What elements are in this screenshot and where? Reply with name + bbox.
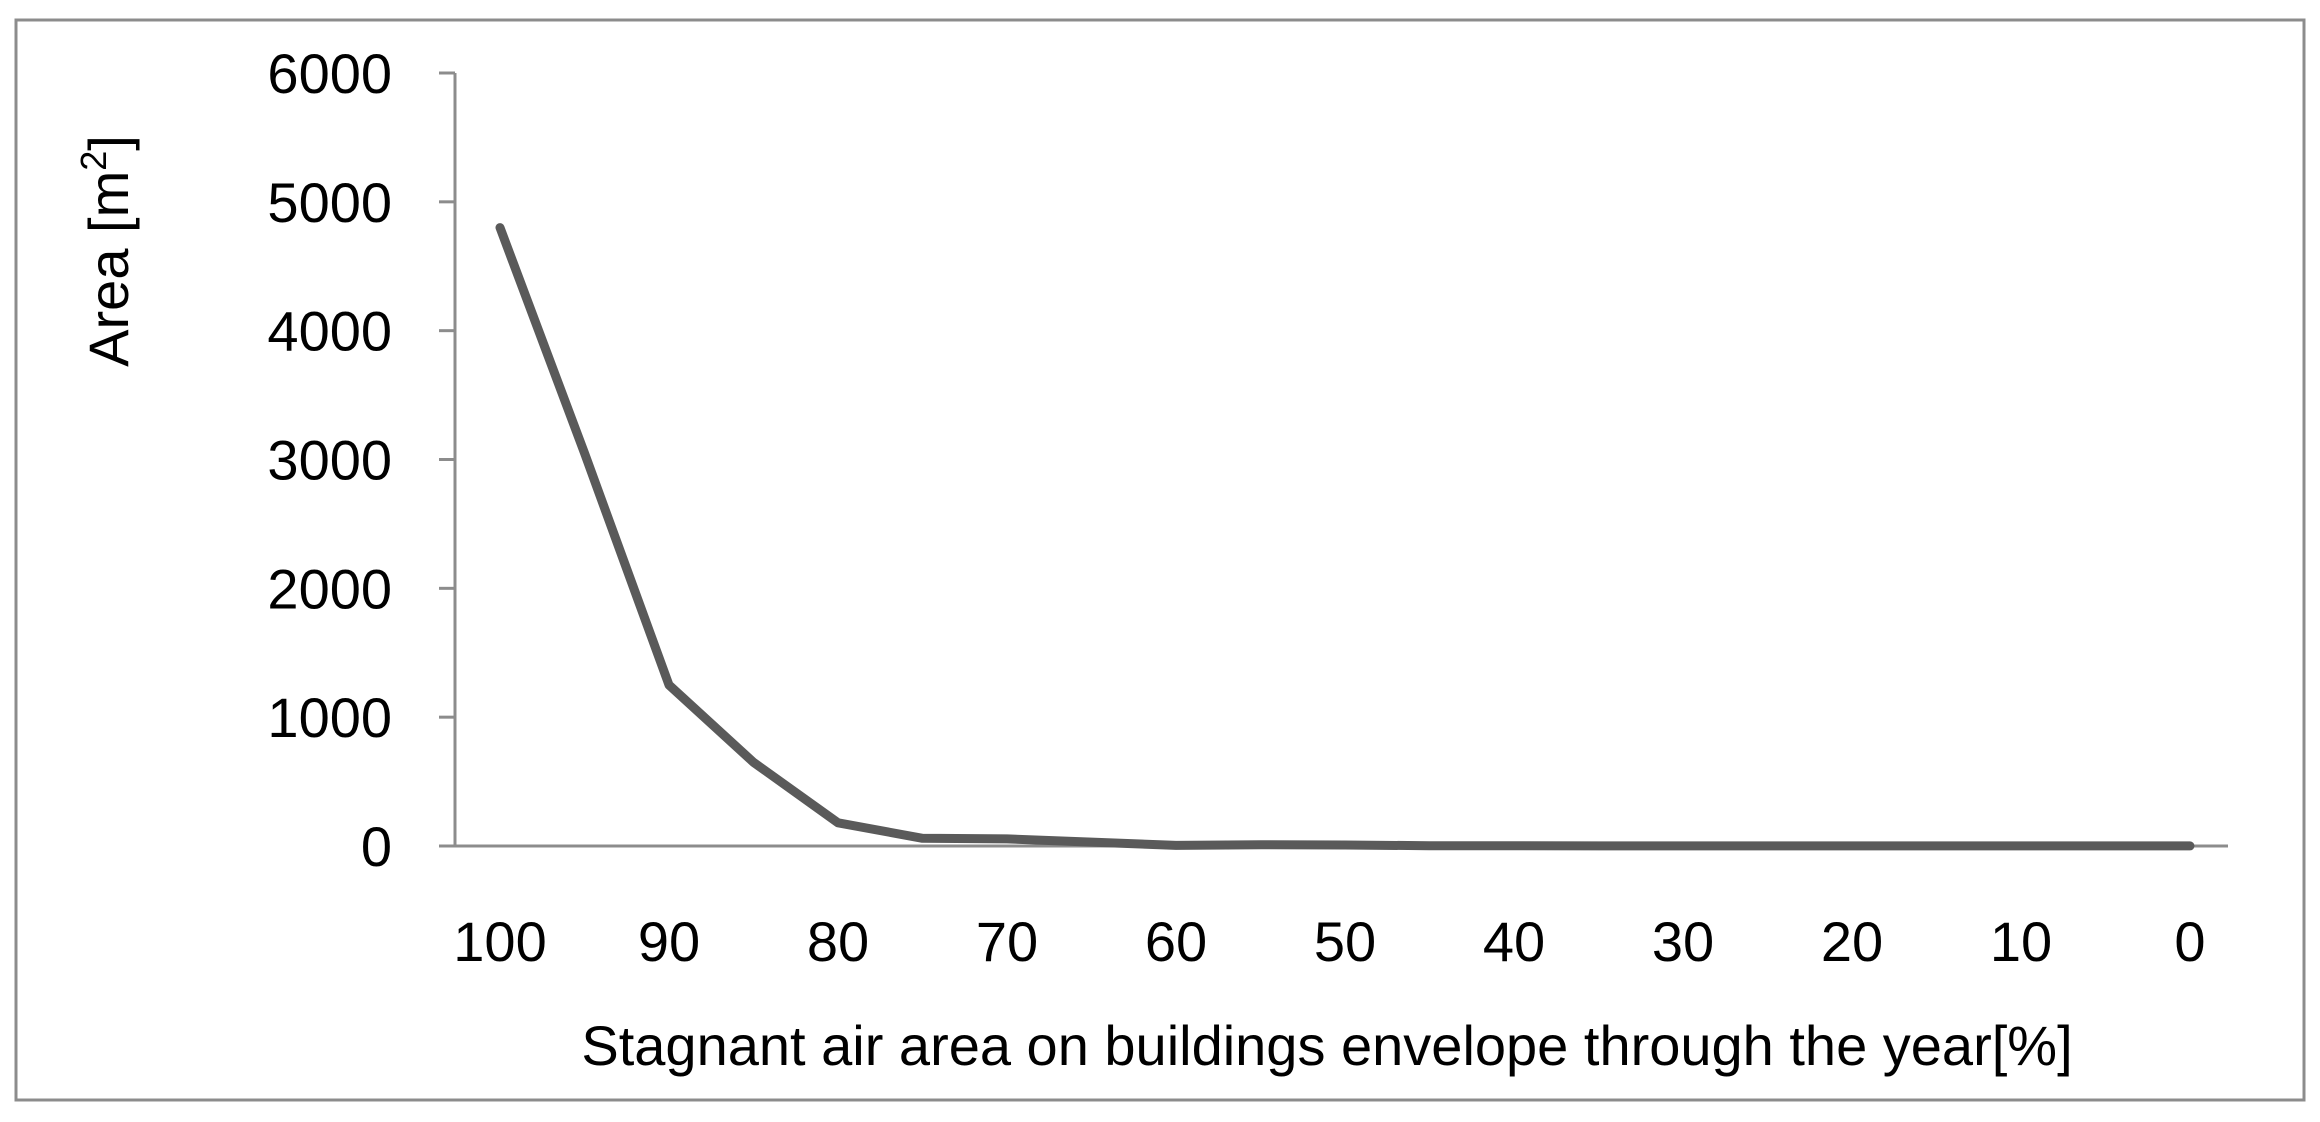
- x-tick-label: 10: [1990, 910, 2052, 973]
- x-tick-label: 100: [453, 910, 546, 973]
- x-tick-label: 60: [1145, 910, 1207, 973]
- y-tick-label: 1000: [267, 686, 392, 749]
- y-tick-label: 6000: [267, 42, 392, 105]
- y-tick-label: 2000: [267, 557, 392, 620]
- y-tick-label: 0: [361, 815, 392, 878]
- y-tick-label: 5000: [267, 171, 392, 234]
- y-tick-label: 3000: [267, 429, 392, 492]
- x-tick-label: 90: [638, 910, 700, 973]
- x-tick-label: 0: [2174, 910, 2205, 973]
- y-tick-label: 4000: [267, 300, 392, 363]
- x-tick-label: 30: [1652, 910, 1714, 973]
- x-tick-label: 80: [807, 910, 869, 973]
- x-axis-label: Stagnant air area on buildings envelope …: [581, 1014, 2072, 1077]
- x-tick-label: 40: [1483, 910, 1545, 973]
- x-tick-label: 50: [1314, 910, 1376, 973]
- x-tick-label: 70: [976, 910, 1038, 973]
- x-tick-label: 20: [1821, 910, 1883, 973]
